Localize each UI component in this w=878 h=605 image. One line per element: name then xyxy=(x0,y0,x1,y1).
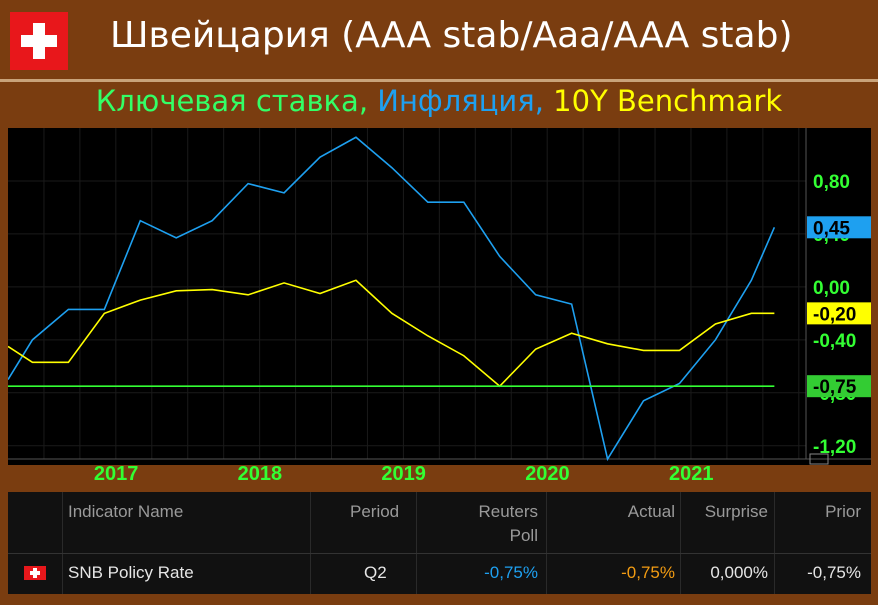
header-indicator-name: Indicator Name xyxy=(68,502,184,521)
value-badge xyxy=(807,216,871,239)
row-surprise: 0,000% xyxy=(710,563,768,582)
benchmark-10y-line xyxy=(7,279,775,388)
subtitle-key-rate: Ключевая ставка, xyxy=(95,84,378,118)
value-badge-label: -0,75 xyxy=(813,377,857,398)
x-tick-label: 2021 xyxy=(668,463,714,485)
row-reuters-poll: -0,75% xyxy=(484,563,538,582)
axis-scale-marker xyxy=(809,453,829,465)
row-period: Q2 xyxy=(364,563,387,582)
value-badge xyxy=(807,302,871,325)
header-prior: Prior xyxy=(825,502,861,521)
chart-area: 0,800,400,00-0,40-0,80-1,200,45-0,20-0,7… xyxy=(7,128,871,465)
header-reuters-poll: Reuters Poll xyxy=(478,502,538,545)
subtitle-inflation: Инфляция, xyxy=(377,84,554,118)
value-badge-label: -0,20 xyxy=(813,304,856,325)
row-indicator-name[interactable]: SNB Policy Rate xyxy=(68,563,194,582)
y-tick-label: -1,20 xyxy=(813,437,856,458)
y-tick-label: 0,80 xyxy=(813,172,850,193)
value-badge-label: 0,45 xyxy=(813,218,850,239)
x-tick-label: 2018 xyxy=(237,463,283,485)
swiss-flag-icon xyxy=(24,566,46,580)
swiss-flag-icon xyxy=(10,12,68,70)
x-tick-label: 2019 xyxy=(381,463,426,485)
y-tick-label: -0,40 xyxy=(813,331,856,352)
row-actual: -0,75% xyxy=(621,563,675,582)
divider xyxy=(0,79,878,82)
row-prior: -0,75% xyxy=(807,563,861,582)
header: Швейцария (AAA stab/Aaa/AAA stab) xyxy=(0,0,878,78)
y-tick-label: 0,00 xyxy=(813,278,850,299)
x-tick-label: 2017 xyxy=(93,463,139,485)
line-chart: 0,800,400,00-0,40-0,80-1,200,45-0,20-0,7… xyxy=(7,128,871,465)
subtitle-10y-benchmark: 10Y Benchmark xyxy=(553,84,783,118)
x-tick-label: 2020 xyxy=(525,463,570,485)
header-period: Period xyxy=(350,502,400,521)
page-title: Швейцария (AAA stab/Aaa/AAA stab) xyxy=(110,15,793,56)
value-badge xyxy=(807,375,871,398)
chart-subtitle: Ключевая ставка, Инфляция, 10Y Benchmark xyxy=(0,84,878,118)
header-actual: Actual xyxy=(627,502,675,521)
header-surprise: Surprise xyxy=(704,502,768,521)
inflation-line xyxy=(7,136,776,462)
indicator-table: Indicator Name Period Reuters Poll Actua… xyxy=(8,492,871,594)
